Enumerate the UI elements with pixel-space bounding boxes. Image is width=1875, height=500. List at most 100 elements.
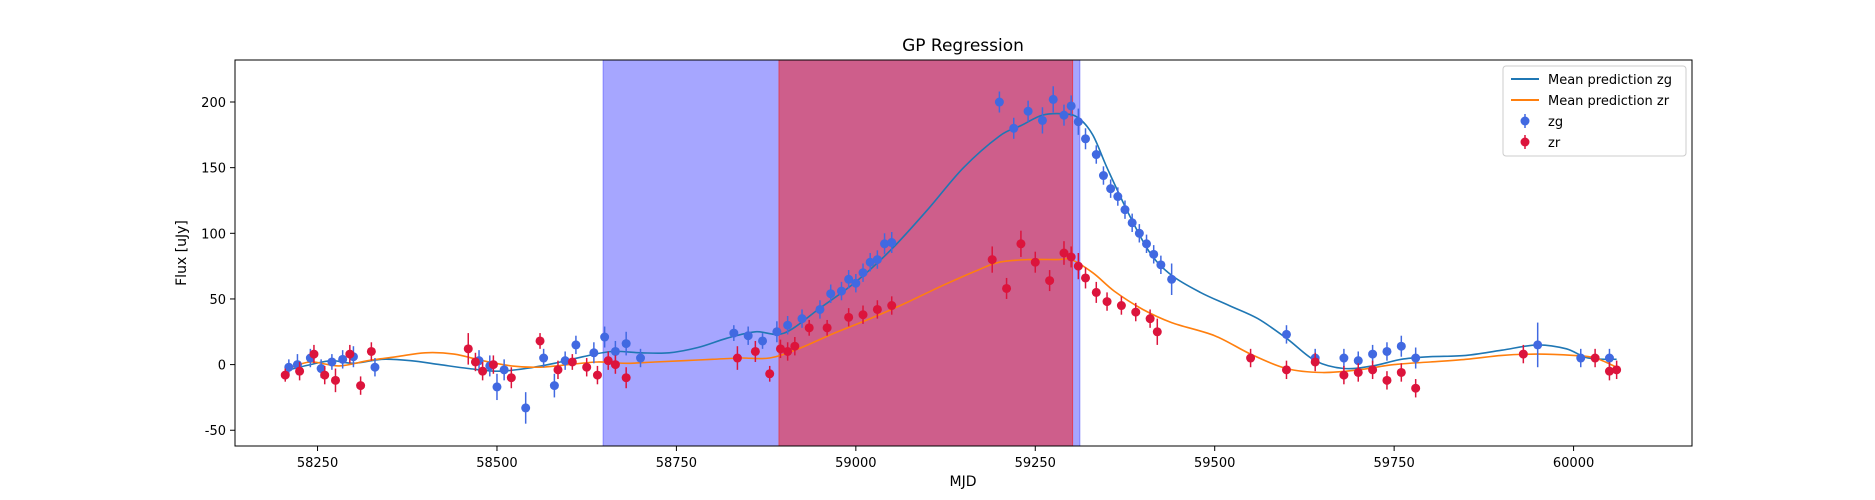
data-point-zr	[582, 358, 592, 377]
data-point-zr	[567, 354, 577, 370]
marker	[880, 239, 890, 249]
y-tick-label: 150	[201, 162, 226, 177]
marker	[295, 366, 305, 376]
marker	[994, 97, 1004, 107]
marker	[865, 257, 875, 267]
data-point-zg	[549, 373, 559, 398]
data-point-zg	[1533, 322, 1543, 368]
marker	[1281, 329, 1291, 339]
data-point-zg	[994, 91, 1004, 113]
data-point-zg	[1120, 200, 1130, 219]
data-point-zg	[844, 270, 854, 289]
data-point-zg	[1396, 335, 1406, 357]
data-point-zg	[1382, 342, 1392, 361]
marker	[1518, 349, 1528, 359]
marker	[804, 323, 814, 333]
marker	[1048, 94, 1058, 104]
data-point-zg	[1091, 145, 1101, 164]
marker	[1590, 353, 1600, 363]
marker	[560, 356, 570, 366]
marker	[1009, 123, 1019, 133]
data-point-zr	[1281, 360, 1291, 380]
data-point-zr	[1382, 371, 1392, 390]
data-point-zg	[1048, 86, 1058, 113]
marker	[858, 268, 868, 278]
marker	[1382, 375, 1392, 385]
marker	[1081, 134, 1091, 144]
data-point-zr	[822, 319, 832, 336]
marker	[775, 344, 785, 354]
marker	[1368, 349, 1378, 359]
marker	[836, 286, 846, 296]
marker	[356, 381, 366, 391]
shaded-regions	[602, 59, 1081, 447]
data-point-zr	[553, 360, 563, 380]
marker	[1353, 367, 1363, 377]
marker	[571, 340, 581, 350]
marker	[772, 327, 782, 337]
data-point-zg	[815, 300, 825, 319]
marker	[370, 362, 380, 372]
data-point-zg	[1127, 213, 1137, 232]
marker	[549, 381, 559, 391]
data-point-zr	[765, 365, 775, 382]
legend-label: Mean prediction zg	[1548, 73, 1672, 88]
marker	[553, 365, 563, 375]
data-point-zr	[790, 337, 800, 356]
data-point-zg	[1167, 263, 1177, 296]
marker	[1091, 287, 1101, 297]
data-point-zr	[804, 319, 814, 336]
marker	[366, 346, 376, 356]
data-point-zg	[1073, 108, 1083, 135]
data-point-zg	[327, 354, 337, 370]
marker	[1167, 274, 1177, 284]
data-point-zg	[1066, 95, 1076, 117]
marker	[492, 382, 502, 392]
marker	[1102, 297, 1112, 307]
data-point-zg	[1576, 348, 1586, 368]
marker	[621, 339, 631, 349]
data-point-zr	[309, 344, 319, 364]
data-point-zr	[987, 246, 997, 273]
marker	[327, 357, 337, 367]
data-point-zg	[1106, 179, 1116, 198]
data-point-zr	[1310, 352, 1320, 372]
marker	[822, 323, 832, 333]
marker	[1149, 249, 1159, 259]
data-point-zg	[1339, 348, 1349, 368]
data-point-zr	[1116, 296, 1126, 315]
data-point-zg	[826, 284, 836, 303]
marker	[309, 349, 319, 359]
plot-frame	[234, 59, 1693, 447]
marker	[758, 336, 768, 346]
data-point-zr	[887, 296, 897, 315]
data-point-zr	[1590, 348, 1600, 368]
data-point-zg	[1281, 325, 1291, 344]
marker	[1134, 228, 1144, 238]
data-point-zr	[1002, 277, 1012, 299]
data-point-zg	[758, 333, 768, 349]
legend-swatch-marker	[1520, 116, 1530, 126]
data-point-zg	[836, 281, 846, 301]
marker	[589, 348, 599, 358]
marker	[610, 360, 620, 370]
marker	[610, 346, 620, 356]
data-point-zr	[1102, 292, 1112, 311]
marker	[1396, 341, 1406, 351]
marker	[280, 370, 290, 380]
data-point-zr	[1518, 344, 1528, 364]
marker	[1576, 353, 1586, 363]
marker	[765, 369, 775, 379]
marker	[1106, 184, 1116, 194]
marker	[463, 344, 473, 354]
marker	[858, 310, 868, 320]
marker	[1612, 365, 1622, 375]
marker	[592, 370, 602, 380]
marker	[478, 366, 488, 376]
data-point-zg	[539, 348, 549, 368]
x-tick-label: 58750	[656, 456, 697, 471]
marker	[582, 362, 592, 372]
marker	[1030, 257, 1040, 267]
data-point-zg	[729, 325, 739, 341]
